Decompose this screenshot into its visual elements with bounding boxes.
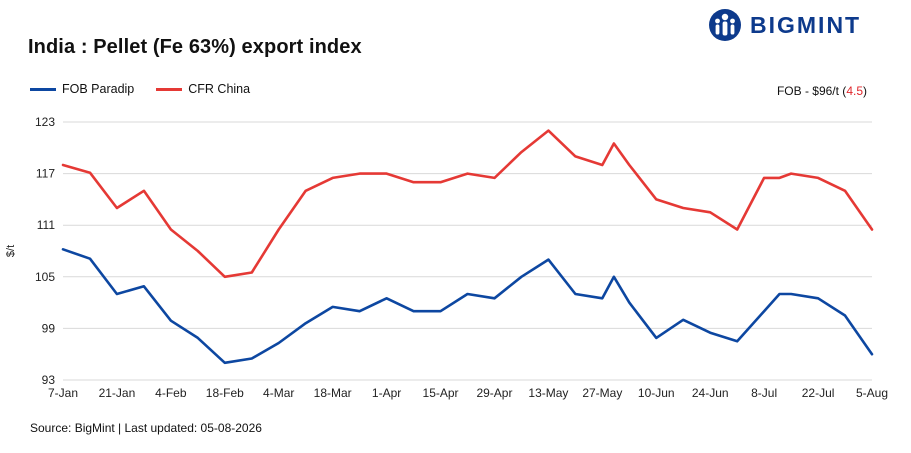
x-tick-label: 5-Aug [856, 386, 888, 400]
price-note-delta: 4.5 [846, 84, 863, 98]
x-tick-label: 15-Apr [423, 386, 459, 400]
brand-name: BIGMINT [750, 11, 862, 38]
x-tick-label: 1-Apr [372, 386, 401, 400]
x-tick-label: 7-Jan [48, 386, 78, 400]
y-tick-label: 105 [35, 270, 55, 284]
price-note: FOB - $96/t (4.5) [777, 84, 867, 98]
x-tick-label: 27-May [582, 386, 622, 400]
bigmint-logo-icon [709, 9, 741, 41]
legend-swatch-fob [30, 87, 56, 91]
y-tick-label: 117 [36, 167, 55, 181]
x-tick-label: 22-Jul [802, 386, 835, 400]
x-tick-label: 18-Feb [206, 386, 244, 400]
x-tick-label: 18-Mar [314, 386, 352, 400]
legend-swatch-cfr [156, 87, 183, 91]
chart-legend: FOB Paradip CFR China [30, 82, 272, 96]
chart-title: India : Pellet (Fe 63%) export index [28, 36, 362, 58]
y-axis-label: $/t [5, 245, 17, 257]
y-tick-label: 99 [42, 321, 56, 335]
price-note-prefix: FOB - $96/t ( [776, 84, 847, 98]
price-note-suffix: ) [863, 84, 867, 98]
x-tick-label: 4-Mar [263, 386, 294, 400]
y-tick-label: 111 [37, 218, 56, 232]
x-tick-label: 13-May [528, 386, 568, 400]
x-tick-label: 4-Feb [155, 386, 187, 400]
series-line-fob-paradip [61, 248, 874, 365]
source-note: Source: BigMint | Last updated: 05-08-20… [30, 421, 262, 435]
x-tick-label: 24-Jun [692, 386, 729, 400]
legend-item-cfr: CFR China [156, 82, 250, 96]
brand-logo: BIGMINT [708, 8, 861, 42]
legend-label-cfr: CFR China [188, 82, 251, 96]
y-tick-label: 93 [42, 373, 56, 387]
x-tick-label: 10-Jun [638, 386, 675, 400]
x-tick-label: 29-Apr [476, 386, 512, 400]
y-tick-label: 123 [35, 115, 55, 129]
series-line-cfr-china [61, 129, 874, 279]
legend-label-fob: FOB Paradip [62, 82, 135, 96]
legend-item-fob: FOB Paradip [30, 82, 134, 96]
x-tick-label: 8-Jul [751, 386, 777, 400]
x-tick-label: 21-Jan [99, 386, 136, 400]
